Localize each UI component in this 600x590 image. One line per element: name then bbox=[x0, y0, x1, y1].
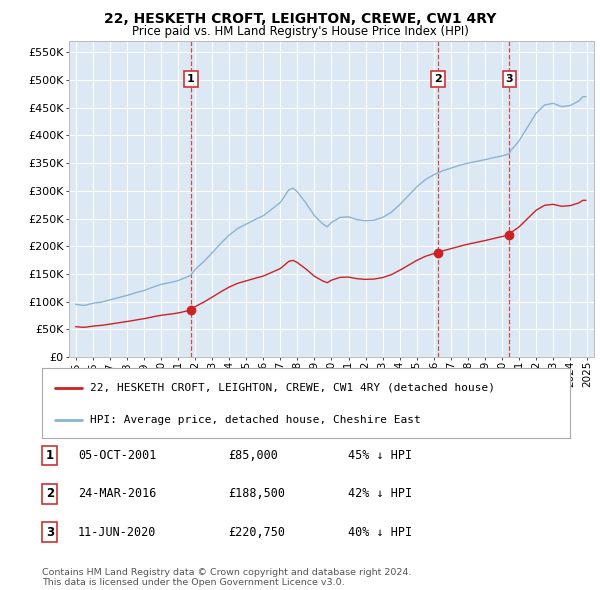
Text: 40% ↓ HPI: 40% ↓ HPI bbox=[348, 526, 412, 539]
Text: £220,750: £220,750 bbox=[228, 526, 285, 539]
Text: 42% ↓ HPI: 42% ↓ HPI bbox=[348, 487, 412, 500]
Text: Price paid vs. HM Land Registry's House Price Index (HPI): Price paid vs. HM Land Registry's House … bbox=[131, 25, 469, 38]
Text: HPI: Average price, detached house, Cheshire East: HPI: Average price, detached house, Ches… bbox=[89, 415, 420, 425]
Text: 24-MAR-2016: 24-MAR-2016 bbox=[78, 487, 157, 500]
Text: 22, HESKETH CROFT, LEIGHTON, CREWE, CW1 4RY: 22, HESKETH CROFT, LEIGHTON, CREWE, CW1 … bbox=[104, 12, 496, 26]
Text: 22, HESKETH CROFT, LEIGHTON, CREWE, CW1 4RY (detached house): 22, HESKETH CROFT, LEIGHTON, CREWE, CW1 … bbox=[89, 383, 494, 393]
Text: 1: 1 bbox=[187, 74, 195, 84]
Text: Contains HM Land Registry data © Crown copyright and database right 2024.: Contains HM Land Registry data © Crown c… bbox=[42, 568, 412, 576]
Text: £188,500: £188,500 bbox=[228, 487, 285, 500]
Text: 1: 1 bbox=[46, 449, 54, 462]
Text: £85,000: £85,000 bbox=[228, 449, 278, 462]
Text: This data is licensed under the Open Government Licence v3.0.: This data is licensed under the Open Gov… bbox=[42, 578, 344, 587]
Text: 45% ↓ HPI: 45% ↓ HPI bbox=[348, 449, 412, 462]
Text: 3: 3 bbox=[46, 526, 54, 539]
Text: 2: 2 bbox=[46, 487, 54, 500]
Text: 05-OCT-2001: 05-OCT-2001 bbox=[78, 449, 157, 462]
Text: 3: 3 bbox=[506, 74, 513, 84]
Text: 2: 2 bbox=[434, 74, 442, 84]
Text: 11-JUN-2020: 11-JUN-2020 bbox=[78, 526, 157, 539]
